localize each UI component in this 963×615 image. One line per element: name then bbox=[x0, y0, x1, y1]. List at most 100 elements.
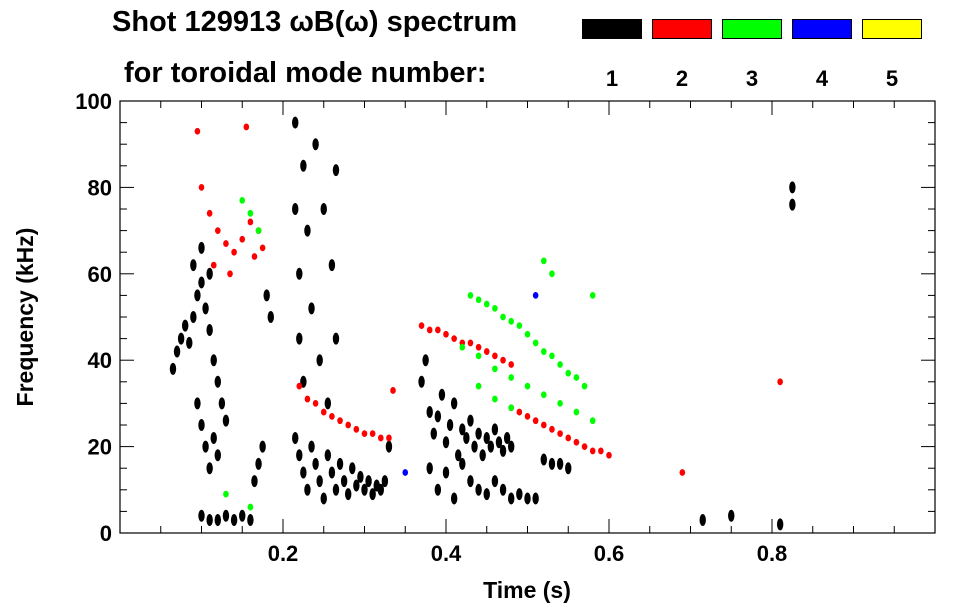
data-point-n=1 bbox=[422, 354, 429, 367]
data-point-n=1 bbox=[540, 453, 547, 466]
data-point-n=1 bbox=[450, 397, 458, 410]
data-point-n=1 bbox=[499, 483, 507, 496]
data-point-n=1 bbox=[434, 410, 442, 423]
data-point-n=2 bbox=[361, 430, 368, 438]
data-point-n=2 bbox=[483, 348, 490, 355]
data-point-n=1 bbox=[332, 164, 340, 177]
data-point-n=2 bbox=[606, 451, 612, 459]
data-point-n=1 bbox=[320, 492, 327, 505]
data-point-n=1 bbox=[503, 431, 511, 444]
data-point-n=1 bbox=[292, 203, 299, 215]
data-point-n=1 bbox=[442, 466, 450, 479]
data-point-n=1 bbox=[508, 440, 515, 453]
data-point-n=1 bbox=[210, 354, 217, 367]
data-point-n=1 bbox=[259, 440, 266, 453]
y-tick-label: 20 bbox=[88, 435, 112, 460]
data-point-n=2 bbox=[508, 361, 514, 368]
y-tick-label: 40 bbox=[88, 348, 112, 373]
data-point-n=1 bbox=[198, 241, 205, 254]
data-point-n=1 bbox=[340, 475, 348, 488]
data-point-n=1 bbox=[214, 449, 221, 462]
data-point-n=2 bbox=[549, 425, 555, 433]
data-point-n=2 bbox=[206, 209, 213, 217]
x-tick-label: 0.2 bbox=[268, 541, 299, 566]
data-point-n=2 bbox=[467, 339, 474, 347]
data-point-n=3 bbox=[516, 322, 523, 330]
data-point-n=2 bbox=[589, 447, 596, 455]
data-point-n=3 bbox=[541, 348, 547, 355]
data-point-n=1 bbox=[499, 444, 507, 457]
data-point-n=1 bbox=[385, 440, 393, 453]
data-point-n=3 bbox=[541, 391, 547, 399]
data-point-n=2 bbox=[337, 417, 343, 425]
data-point-n=2 bbox=[304, 395, 311, 403]
data-point-n=1 bbox=[296, 449, 303, 462]
data-point-n=1 bbox=[455, 449, 462, 462]
data-point-n=1 bbox=[776, 518, 784, 531]
data-point-n=1 bbox=[483, 488, 490, 501]
data-point-n=3 bbox=[483, 300, 490, 308]
data-point-n=3 bbox=[255, 227, 262, 235]
data-point-n=2 bbox=[777, 378, 783, 386]
data-point-n=1 bbox=[324, 397, 332, 410]
data-point-n=2 bbox=[390, 387, 396, 394]
data-point-n=1 bbox=[190, 311, 197, 323]
data-point-n=1 bbox=[263, 289, 270, 302]
data-point-n=2 bbox=[418, 322, 425, 330]
data-point-n=1 bbox=[532, 492, 539, 505]
data-point-n=4 bbox=[402, 469, 409, 476]
data-point-n=1 bbox=[214, 514, 221, 527]
data-point-n=1 bbox=[471, 440, 478, 453]
data-point-n=2 bbox=[215, 227, 221, 235]
plot-frame bbox=[119, 100, 936, 534]
data-point-n=1 bbox=[463, 431, 470, 444]
legend-label-1: 1 bbox=[605, 66, 619, 91]
data-point-n=1 bbox=[475, 427, 482, 440]
data-point-n=1 bbox=[459, 457, 466, 470]
data-point-n=3 bbox=[589, 417, 596, 425]
data-point-n=1 bbox=[308, 440, 315, 453]
data-point-n=3 bbox=[247, 209, 254, 217]
data-point-n=1 bbox=[328, 259, 336, 272]
data-point-n=2 bbox=[426, 326, 433, 334]
data-point-n=2 bbox=[243, 123, 250, 131]
data-point-n=1 bbox=[222, 414, 230, 427]
data-point-n=2 bbox=[259, 244, 266, 252]
y-tick-label: 0 bbox=[100, 521, 112, 546]
data-point-n=1 bbox=[198, 419, 205, 431]
data-point-n=1 bbox=[381, 475, 389, 488]
data-point-n=1 bbox=[206, 462, 213, 475]
data-point-n=1 bbox=[214, 375, 221, 388]
data-point-n=1 bbox=[459, 423, 466, 436]
data-point-n=2 bbox=[443, 330, 449, 338]
data-point-n=1 bbox=[495, 436, 503, 449]
data-point-n=3 bbox=[492, 304, 498, 312]
legend-swatch-3 bbox=[722, 19, 782, 39]
data-point-n=1 bbox=[446, 419, 454, 431]
data-point-n=1 bbox=[251, 475, 258, 488]
data-point-n=1 bbox=[239, 509, 246, 522]
data-point-n=1 bbox=[194, 289, 201, 302]
data-point-n=2 bbox=[386, 434, 392, 442]
data-point-n=2 bbox=[516, 408, 523, 416]
data-point-n=1 bbox=[304, 483, 311, 496]
data-point-n=1 bbox=[426, 462, 433, 475]
y-tick-label: 80 bbox=[88, 175, 112, 200]
legend-swatch-1 bbox=[582, 19, 642, 39]
data-point-n=3 bbox=[557, 361, 563, 368]
data-point-n=2 bbox=[320, 408, 327, 416]
legend-label-4: 4 bbox=[815, 66, 829, 91]
data-point-n=1 bbox=[202, 302, 209, 315]
data-point-n=2 bbox=[598, 447, 604, 455]
data-point-n=2 bbox=[194, 127, 201, 135]
data-point-n=2 bbox=[227, 270, 233, 278]
data-point-n=2 bbox=[451, 335, 457, 342]
y-axis-title: Frequency (kHz) bbox=[12, 228, 38, 407]
data-point-n=1 bbox=[430, 427, 437, 440]
data-point-n=1 bbox=[556, 457, 564, 470]
data-point-n=3 bbox=[475, 296, 482, 304]
data-point-n=1 bbox=[292, 116, 299, 129]
data-point-n=2 bbox=[492, 352, 498, 360]
data-point-n=1 bbox=[361, 483, 368, 496]
